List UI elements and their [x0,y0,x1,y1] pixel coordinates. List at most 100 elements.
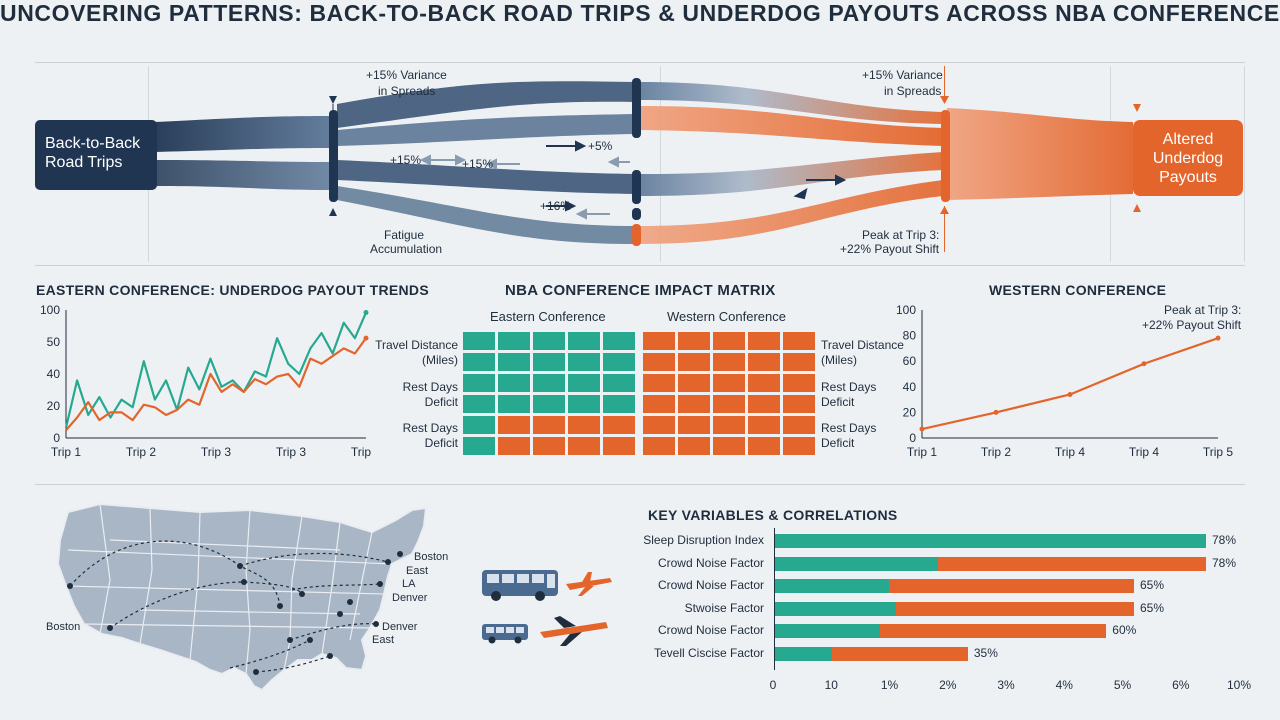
bar-value-label: 78% [1212,533,1237,547]
pct-label: +15% [390,153,422,167]
bar-segment-teal [774,556,939,571]
city-label: East [406,565,429,577]
matrix-cell [498,353,530,371]
y-axis [774,528,775,670]
matrix-cell [643,332,675,350]
matrix-cell [463,416,495,434]
x-tick-label: Trip 5 [1203,445,1234,459]
city-label: LA [402,578,416,590]
matrix-cell [463,437,495,455]
matrix-title: NBA CONFERENCE IMPACT MATRIX [505,282,776,299]
x-tick-label: Trip 4 [1129,445,1160,459]
source-label-1: Back-to-Back [45,135,141,152]
fatigue-note: Fatigue [384,228,425,242]
matrix-cell [713,353,745,371]
matrix-cell [678,416,710,434]
matrix-cell [643,437,675,455]
series-line [64,312,368,429]
matrix-cell [748,374,780,392]
bar-segment-teal [774,624,881,639]
matrix-cell [568,416,600,434]
bar-category-label: Crowd Noise Factor [657,555,764,570]
matrix-cell [603,374,635,392]
matrix-cell [533,395,565,413]
bar-segment-orange [889,579,1134,594]
bar-segment-teal [774,579,890,594]
matrix-row-label-2: Deficit [424,395,458,409]
matrix-cell [463,374,495,392]
eastern-chart-title: EASTERN CONFERENCE: UNDERDOG PAYOUT TREN… [36,282,429,298]
plane-icon [540,616,608,646]
western-peak-note: Peak at Trip 3: [1164,303,1242,317]
data-point [363,310,369,316]
matrix-row-label-1: Travel Distance [821,338,904,352]
matrix-col-western: Western Conference [667,309,786,324]
flow-band [155,160,333,190]
matrix-cell [533,374,565,392]
matrix-row-label: Travel Distance (Miles) [821,338,904,368]
flow-diagram [155,66,1141,252]
x-tick-label: Trip 5 [351,445,374,459]
grid-line [660,66,661,262]
matrix-row-label-2: (Miles) [422,353,458,367]
y-tick-label: 40 [47,367,61,381]
bar-value-label: 65% [1140,578,1165,593]
target-label-1: Altered [1162,131,1214,148]
x-tick-label: Trip 2 [981,445,1012,459]
x-tick-label: 5% [1113,678,1132,692]
bar-category-label: Sleep Disruption Index [643,533,764,547]
flow-node [632,170,641,204]
matrix-cell [568,332,600,350]
x-tick-label: 2% [939,678,957,692]
x-tick-label: Trip 1 [907,445,938,459]
matrix-cell [643,395,675,413]
correlations-title: KEY VARIABLES & CORRELATIONS [648,507,898,523]
city-markers [67,551,403,675]
arrow-icon [546,140,847,212]
divider [35,484,1245,485]
y-tick-label: 20 [903,405,917,419]
flow-node [632,208,641,220]
matrix-col-eastern: Eastern Conference [490,309,606,324]
matrix-cell [713,437,745,455]
matrix-cell [678,374,710,392]
bar-category-label: Crowd Noise Factor [657,623,764,638]
matrix-cell [783,374,815,392]
y-tick-label: 40 [903,380,917,394]
pct-label: +5% [588,139,613,153]
western-peak-note: +22% Payout Shift [1142,318,1242,332]
target-label-3: Payouts [1159,169,1217,186]
us-map [56,502,428,692]
matrix-cell [783,332,815,350]
y-tick-label: 0 [909,431,916,445]
matrix-cell [783,353,815,371]
matrix-row-label-1: Travel Distance [375,338,458,352]
plane-icon [566,572,612,596]
arrow-icon [1133,204,1141,212]
y-tick-label: 50 [47,335,61,349]
pct-label: +15% [462,157,494,171]
target-node-box: Altered Underdog Payouts [1133,120,1243,196]
flow-band [640,180,943,244]
variance-note: +15% Variance [862,68,943,82]
bar-value-label: 60% [1112,623,1137,638]
series-line [921,337,1219,431]
matrix-cell [643,353,675,371]
matrix-cell [713,395,745,413]
x-tick-label: Trip 1 [51,445,82,459]
flow-node [941,110,950,202]
bar-value-label: 65% [1140,600,1165,615]
city-label: Boston [414,551,449,563]
data-point [363,335,369,341]
bar-segment-teal [774,601,897,616]
matrix-cell [678,395,710,413]
matrix-row-label-1: Rest Days [821,380,877,394]
pct-label: +16% [540,199,572,213]
divider [35,265,1245,266]
matrix-cell [713,332,745,350]
bar-category-label: Tevell Ciscise Factor [653,646,764,660]
bus-icon [482,624,528,644]
matrix-row-label: Rest Days Deficit [821,421,876,451]
bar-segment-orange [880,624,1107,639]
data-point [1141,361,1147,367]
